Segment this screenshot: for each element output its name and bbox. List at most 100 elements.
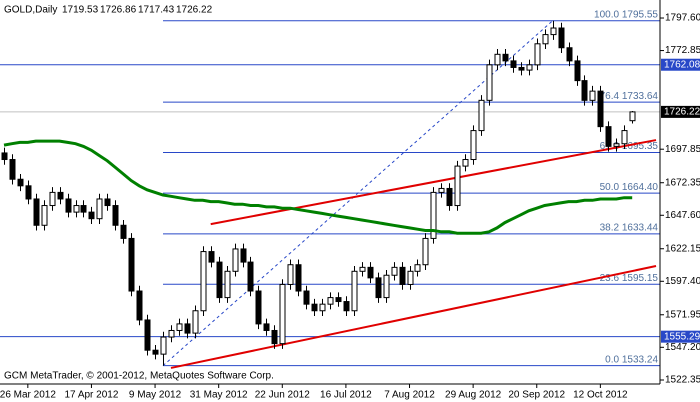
candle-body [597,90,604,128]
candle-body [112,205,119,226]
ohlc-low: 1717.43 [138,5,175,16]
fib-label: 0.0 1533.24 [605,354,658,365]
trend-line [170,265,657,369]
candle-body [303,290,310,305]
candle-body [287,264,294,285]
candle-body [518,66,525,71]
candle-body [224,270,231,299]
candle-body [414,264,421,272]
y-tick-label: 1597.40 [665,276,700,287]
level-label: 1555.29 [664,331,700,342]
candle-body [279,283,286,345]
fib-label: 50.0 1664.40 [600,182,659,193]
footer: GCM MetaTrader, © 2001-2012, MetaQuotes … [4,371,274,382]
candle-body [629,111,636,122]
candle-body [383,274,390,299]
candle-body [65,198,72,213]
level-label: 1762.08 [664,59,700,70]
candle-body [446,187,453,207]
y-tick-label: 1672.35 [665,177,700,188]
candle-body [208,251,215,263]
candle-body [160,336,167,355]
candle-body [367,266,374,279]
candle-body [17,178,24,187]
candle-body [526,64,533,71]
level-box [661,58,700,71]
candle-body [351,270,358,312]
candle-body [120,224,127,239]
candle-body [542,34,549,45]
candle-body [88,211,95,220]
candle-body [574,60,581,82]
y-tick-label: 1522.35 [665,375,700,386]
candle-body [232,248,239,272]
candle-body [438,187,445,193]
x-tick-label: 17 Apr 2012 [64,390,118,401]
y-tick-label: 1697.85 [665,144,700,155]
candle-body [343,301,350,312]
plot: 100.0 1795.55 76.4 1733.64 61.8 1695.35 50.… [0,9,660,369]
candle-body [391,266,398,276]
candle-body [399,266,406,285]
ohlc-high: 1726.86 [100,5,137,16]
level-box [661,330,700,343]
candle-body [558,27,565,49]
candle-body [9,159,16,180]
ohlc-open: 1719.53 [62,5,99,16]
y-tick-label: 1797.60 [665,13,700,24]
candle-body [566,47,573,62]
chart-title: GOLD,Daily [4,5,57,16]
candle-body [462,159,469,167]
x-tick-label: 16 Jul 2012 [320,390,372,401]
x-tick-label: 31 May 2012 [190,390,248,401]
ohlc-close: 1726.22 [176,5,213,16]
candle-body [73,205,80,213]
fib-label: 61.8 1695.35 [600,141,659,152]
candle-body [430,191,437,239]
candle-body [494,53,501,66]
candle-body [335,297,342,303]
candle-body [327,297,334,305]
fib-label: 23.6 1595.15 [600,273,659,284]
y-tick-label: 1571.95 [665,309,700,320]
candle-body [502,53,509,62]
fib-label: 100.0 1795.55 [594,9,658,20]
candle-body [621,130,628,145]
fib-label: 38.2 1633.44 [600,223,659,234]
candle-body [176,323,183,331]
candle-body [454,165,461,207]
candle-body [216,261,223,299]
candle-body [168,329,175,338]
candle-body [144,319,151,351]
candle-body [510,60,517,68]
candle-body [200,251,207,312]
candle-body [407,270,414,285]
candle-body [136,290,143,321]
candle-body [478,99,485,132]
fib-label: 76.4 1733.64 [600,91,659,102]
x-tick-label: 29 Aug 2012 [445,390,502,401]
candle-body [263,323,270,331]
candle-body [152,349,159,355]
candle-body [534,43,541,66]
candle-body [80,205,87,213]
candle-body [184,323,191,334]
candle-body [96,198,103,220]
x-tick-label: 7 Aug 2012 [384,390,435,401]
candle-body [581,80,588,101]
candle-body [192,310,199,334]
candle-body [255,290,262,325]
candle-body [247,261,254,292]
y-tick-label: 1622.15 [665,243,700,254]
candle-body [240,248,247,263]
candle-body [128,237,135,292]
candle-body [422,237,429,266]
candle-body [319,303,326,312]
candle-body [486,64,493,101]
candle-body [550,27,557,36]
moving-average [3,139,633,235]
x-tick-label: 26 Mar 2012 [0,390,56,401]
candle-body [613,143,620,147]
candle-body [25,185,32,200]
